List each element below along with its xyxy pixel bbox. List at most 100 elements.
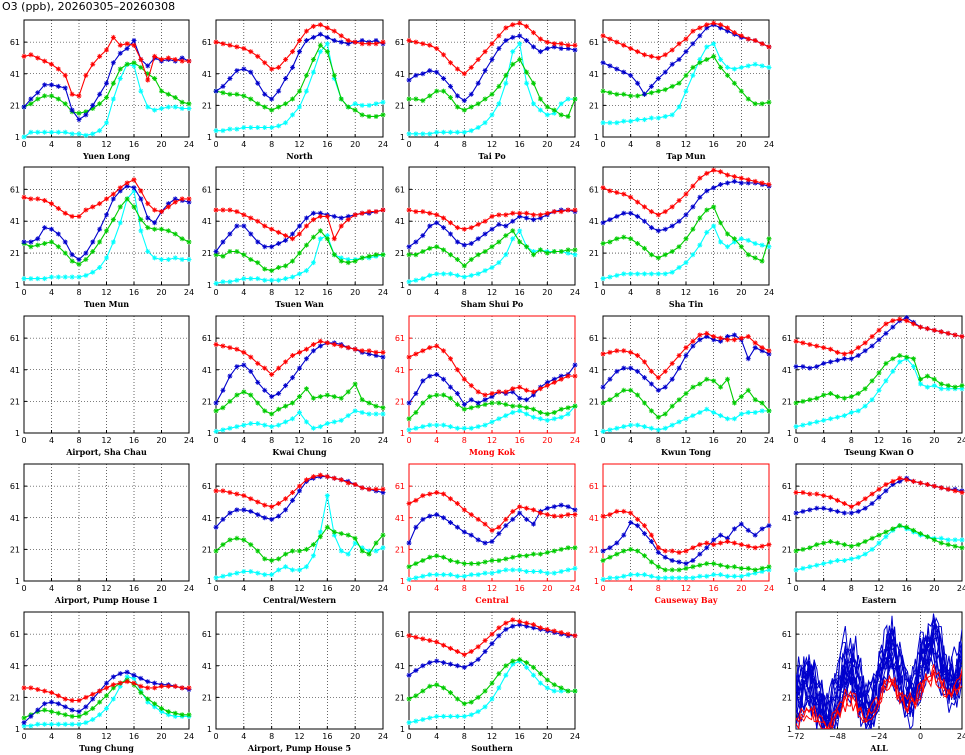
data-point-green <box>572 688 578 694</box>
data-point-red <box>152 53 158 59</box>
data-point-red <box>434 343 440 349</box>
data-point-cyan <box>117 683 123 689</box>
data-point-cyan <box>42 721 48 727</box>
data-point-green <box>704 207 710 213</box>
data-point-cyan <box>683 260 689 266</box>
data-point-green <box>876 370 882 376</box>
data-point-cyan <box>517 41 523 47</box>
x-tick-label: 0 <box>213 288 218 297</box>
data-point-green <box>317 42 323 48</box>
data-point-cyan <box>338 548 344 554</box>
data-point-red <box>434 639 440 645</box>
y-tick-label: 21 <box>782 397 792 406</box>
data-point-red <box>290 49 296 55</box>
data-point-cyan <box>531 101 536 107</box>
data-point-green <box>697 562 703 568</box>
data-point-blue <box>607 63 613 69</box>
x-tick-label: 20 <box>156 584 166 593</box>
data-point-cyan <box>352 101 358 107</box>
data-point-red <box>475 57 481 63</box>
all-series-line <box>796 615 962 719</box>
data-point-red <box>303 477 309 483</box>
data-point-green <box>524 244 530 250</box>
data-point-green <box>366 113 372 119</box>
data-point-red <box>600 351 606 357</box>
data-point-blue <box>124 669 130 675</box>
data-point-blue <box>793 364 799 370</box>
y-tick-label: 61 <box>202 38 212 47</box>
x-tick-label: 16 <box>129 140 139 149</box>
data-point-cyan <box>738 411 744 417</box>
data-point-red <box>690 545 696 551</box>
data-point-red <box>276 229 282 235</box>
data-point-blue <box>227 76 233 81</box>
data-point-red <box>420 348 426 354</box>
data-point-red <box>752 178 758 184</box>
data-point-cyan <box>248 276 254 282</box>
data-point-cyan <box>124 674 130 680</box>
x-tick-label: 24 <box>184 584 194 593</box>
data-point-blue <box>662 226 668 232</box>
data-point-green <box>461 263 467 269</box>
data-point-cyan <box>475 271 481 277</box>
y-tick-label: 21 <box>202 101 212 110</box>
data-point-cyan <box>841 557 847 563</box>
data-point-red <box>655 545 661 551</box>
data-point-green <box>614 551 620 557</box>
data-point-blue <box>152 220 158 226</box>
data-point-green <box>745 252 751 258</box>
data-point-green <box>338 531 344 537</box>
data-point-cyan <box>517 228 523 234</box>
data-point-cyan <box>704 573 710 579</box>
x-tick-label: 16 <box>709 436 719 445</box>
y-tick-label: 41 <box>782 662 792 671</box>
x-tick-label: 24 <box>378 732 388 741</box>
data-point-red <box>359 485 365 491</box>
data-point-cyan <box>42 129 48 135</box>
y-tick-label: 61 <box>10 334 20 343</box>
data-point-cyan <box>862 403 868 409</box>
data-point-green <box>731 564 737 570</box>
data-point-cyan <box>241 276 247 282</box>
data-point-cyan <box>648 271 654 277</box>
data-point-red <box>759 543 765 549</box>
data-point-red <box>745 36 751 42</box>
data-point-red <box>297 483 302 489</box>
data-point-blue <box>220 516 226 522</box>
data-point-red <box>607 349 613 355</box>
data-point-blue <box>572 47 578 53</box>
data-point-green <box>558 546 564 552</box>
data-point-blue <box>676 365 682 371</box>
data-point-blue <box>558 502 564 508</box>
data-point-red <box>510 22 516 28</box>
data-point-cyan <box>303 268 309 274</box>
data-point-red <box>752 340 758 346</box>
data-point-cyan <box>345 413 351 419</box>
data-point-red <box>406 501 412 507</box>
data-point-red <box>869 491 875 497</box>
data-point-green <box>544 104 550 110</box>
data-point-cyan <box>165 256 171 262</box>
data-point-cyan <box>496 416 502 422</box>
data-point-red <box>76 213 82 219</box>
x-tick-label: 20 <box>736 436 746 445</box>
data-point-cyan <box>290 274 296 280</box>
data-point-blue <box>676 218 682 224</box>
data-point-cyan <box>179 256 185 262</box>
data-point-cyan <box>738 236 744 242</box>
data-point-green <box>234 392 240 398</box>
x-tick-label: 20 <box>350 288 360 297</box>
data-point-green <box>220 90 226 96</box>
data-point-red <box>255 218 261 224</box>
data-point-red <box>461 507 467 513</box>
data-point-red <box>711 167 717 173</box>
data-point-cyan <box>496 101 502 107</box>
data-point-blue <box>454 239 460 245</box>
data-point-cyan <box>725 416 730 422</box>
data-point-green <box>165 228 171 234</box>
data-point-blue <box>255 80 261 86</box>
data-point-red <box>628 349 634 355</box>
data-point-green <box>766 564 772 570</box>
data-point-cyan <box>110 96 116 102</box>
